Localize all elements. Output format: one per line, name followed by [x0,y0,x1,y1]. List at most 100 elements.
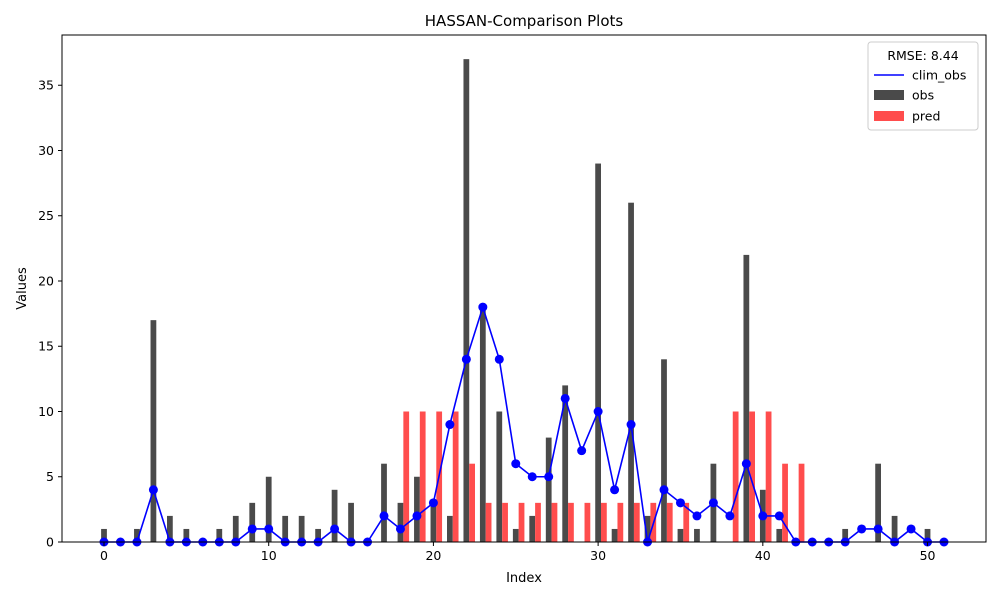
obs-bar [315,528,321,542]
pred-bar [485,502,492,542]
obs-bar [381,463,387,542]
clim-obs-point [148,485,158,495]
obs-bar [216,528,223,542]
clim-obs-point [247,524,257,534]
clim-obs-point [264,524,274,534]
obs-bar [479,307,486,542]
clim-obs-point [675,498,685,508]
obs-bar [282,515,289,542]
obs-bar [348,502,354,542]
x-axis-ticks: 0 10 20 30 40 50 [100,542,936,563]
pred-bar [749,411,755,542]
clim-obs-point [379,511,389,521]
clim-obs-point [692,511,702,521]
pred-bar [798,463,805,542]
pred-bar [617,502,624,542]
legend-swatch-pred [874,111,904,121]
clim-obs-point [857,524,867,534]
x-tick-label: 50 [920,548,936,563]
clim-obs-point [560,393,570,403]
obs-bar [562,385,569,542]
legend-title: RMSE: 8.44 [887,48,958,63]
plot-frame [61,34,987,543]
y-axis-ticks: 0 5 10 15 20 25 30 35 [38,78,62,550]
clim-obs-point [445,420,455,430]
x-axis-label: Index [506,571,542,586]
obs-bar [183,528,190,542]
clim-obs-point [461,354,471,364]
obs-bar [167,515,173,542]
pred-bar [502,502,508,542]
pred-bar [732,411,739,542]
pred-bar [518,502,525,542]
clim-obs-point [544,472,554,482]
obs-bar [743,254,750,542]
obs-bar [265,476,272,542]
clim-obs-point [527,472,537,482]
x-tick-label: 40 [755,548,771,563]
pred-bar [633,502,640,542]
obs-bar [628,202,634,542]
clim-obs-point [412,511,422,521]
obs-bar [776,528,783,542]
y-tick-label: 5 [46,469,54,484]
obs-bar [463,59,470,543]
obs-bar [447,515,453,542]
pred-bar [568,502,574,542]
obs-bar [661,359,667,542]
pred-bar [419,411,426,542]
x-tick-label: 10 [261,548,277,563]
clim-obs-point [659,485,669,495]
pred-bar [765,411,772,542]
obs-bar [430,502,437,542]
obs-bar [924,528,931,542]
clim-obs-point [741,459,751,469]
y-tick-label: 20 [38,273,54,288]
obs-bar [891,515,898,542]
clim-obs-point [610,485,620,495]
clim-obs-point [494,354,504,364]
obs-bar [529,515,536,542]
obs-bar [694,528,700,542]
obs-bar [298,515,305,542]
legend-label-obs: obs [912,88,934,103]
pred-bar [403,411,410,542]
clim-obs-point [873,524,883,534]
obs-bar [134,528,140,542]
legend-box [867,41,979,131]
obs-bar [414,476,420,542]
y-tick-label: 25 [38,208,54,223]
pred-bar [666,502,673,542]
obs-bar [611,528,618,542]
obs-bar [512,528,519,542]
y-tick-label: 10 [38,404,54,419]
obs-bar [677,528,684,542]
obs-bar [842,528,849,542]
clim-obs-point [330,524,340,534]
clim-obs-point [395,524,405,534]
y-axis-label: Values [15,267,30,310]
obs-bar [644,515,651,542]
pred-bar [452,411,459,542]
chart-title: HASSAN-Comparison Plots [425,12,624,30]
legend: RMSE: 8.44 clim_obs obs pred [867,41,979,131]
legend-label-clim-obs: clim_obs [912,68,966,83]
clim-obs-point [758,511,768,521]
y-tick-label: 30 [38,143,54,158]
pred-bar [551,502,558,542]
obs-bar [595,163,601,542]
clim-obs-point [725,511,735,521]
obs-bar [101,528,107,542]
pred-bar [683,502,690,542]
obs-bar [331,489,338,542]
obs-bars [101,59,931,543]
obs-bar [875,463,881,542]
clim-obs-point [511,459,521,469]
clim-obs-point [708,498,718,508]
clim-obs-point [428,498,438,508]
y-tick-label: 0 [46,535,54,550]
clim-obs-point [626,420,636,430]
obs-bar [232,515,239,542]
obs-bar [150,320,157,542]
